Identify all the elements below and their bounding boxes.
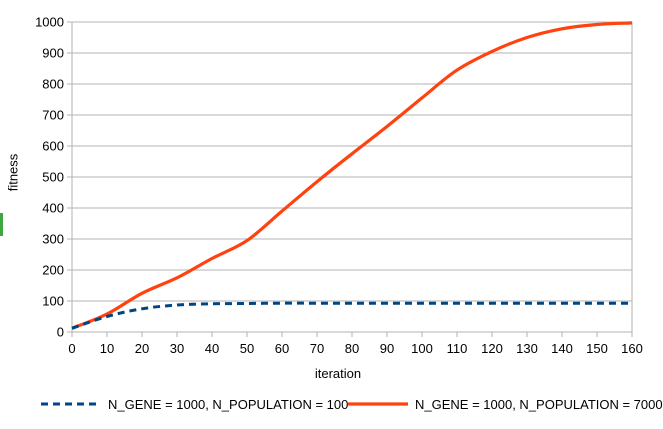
legend-label-population-100: N_GENE = 1000, N_POPULATION = 100	[108, 396, 349, 412]
y-tick-label-700: 700	[42, 108, 64, 123]
plot-border	[71, 21, 633, 333]
legend-label-population-7000: N_GENE = 1000, N_POPULATION = 7000	[415, 396, 663, 412]
y-tick-label-0: 0	[57, 325, 64, 340]
x-tick-label-100: 100	[411, 341, 433, 356]
legend-item-population-100: N_GENE = 1000, N_POPULATION = 100	[40, 396, 348, 412]
x-tick-label-20: 20	[135, 341, 149, 356]
y-tick-label-300: 300	[42, 232, 64, 247]
y-axis-title: fitness	[5, 153, 21, 192]
x-tick-label-0: 0	[68, 341, 75, 356]
x-tick-label-60: 60	[275, 341, 289, 356]
y-tick-label-900: 900	[42, 46, 64, 61]
x-tick-label-110: 110	[447, 341, 468, 356]
x-tick-label-160: 160	[621, 341, 643, 356]
x-tick-label-70: 70	[310, 341, 324, 356]
y-tick-label-800: 800	[42, 77, 64, 92]
x-tick-label-140: 140	[551, 341, 573, 356]
x-tick-label-90: 90	[380, 341, 394, 356]
green-artifact-bar	[0, 213, 3, 236]
x-tick-label-30: 30	[170, 341, 184, 356]
legend-item-population-7000: N_GENE = 1000, N_POPULATION = 7000	[347, 396, 663, 412]
green-artifact-rect	[0, 213, 3, 236]
x-tick-label-130: 130	[516, 341, 538, 356]
y-tick-label-500: 500	[42, 170, 64, 185]
y-tick-label-600: 600	[42, 139, 64, 154]
solid-line-sample-icon	[348, 402, 408, 406]
dashed-line-sample-icon	[41, 402, 101, 406]
x-tick-label-120: 120	[481, 341, 503, 356]
y-tick-label-400: 400	[42, 201, 64, 216]
y-tick-label-200: 200	[42, 263, 64, 278]
x-tick-label-40: 40	[205, 341, 219, 356]
series-line-solid	[71, 21, 633, 330]
y-tick-label-100: 100	[42, 294, 64, 309]
x-tick-label-150: 150	[586, 341, 608, 356]
x-tick-label-80: 80	[345, 341, 359, 356]
x-tick-label-10: 10	[100, 341, 114, 356]
x-tick-label-50: 50	[240, 341, 254, 356]
y-tick-label-1000: 1000	[35, 15, 64, 30]
x-axis-title: iteration	[314, 366, 362, 381]
series-line-dashed	[71, 301, 632, 330]
